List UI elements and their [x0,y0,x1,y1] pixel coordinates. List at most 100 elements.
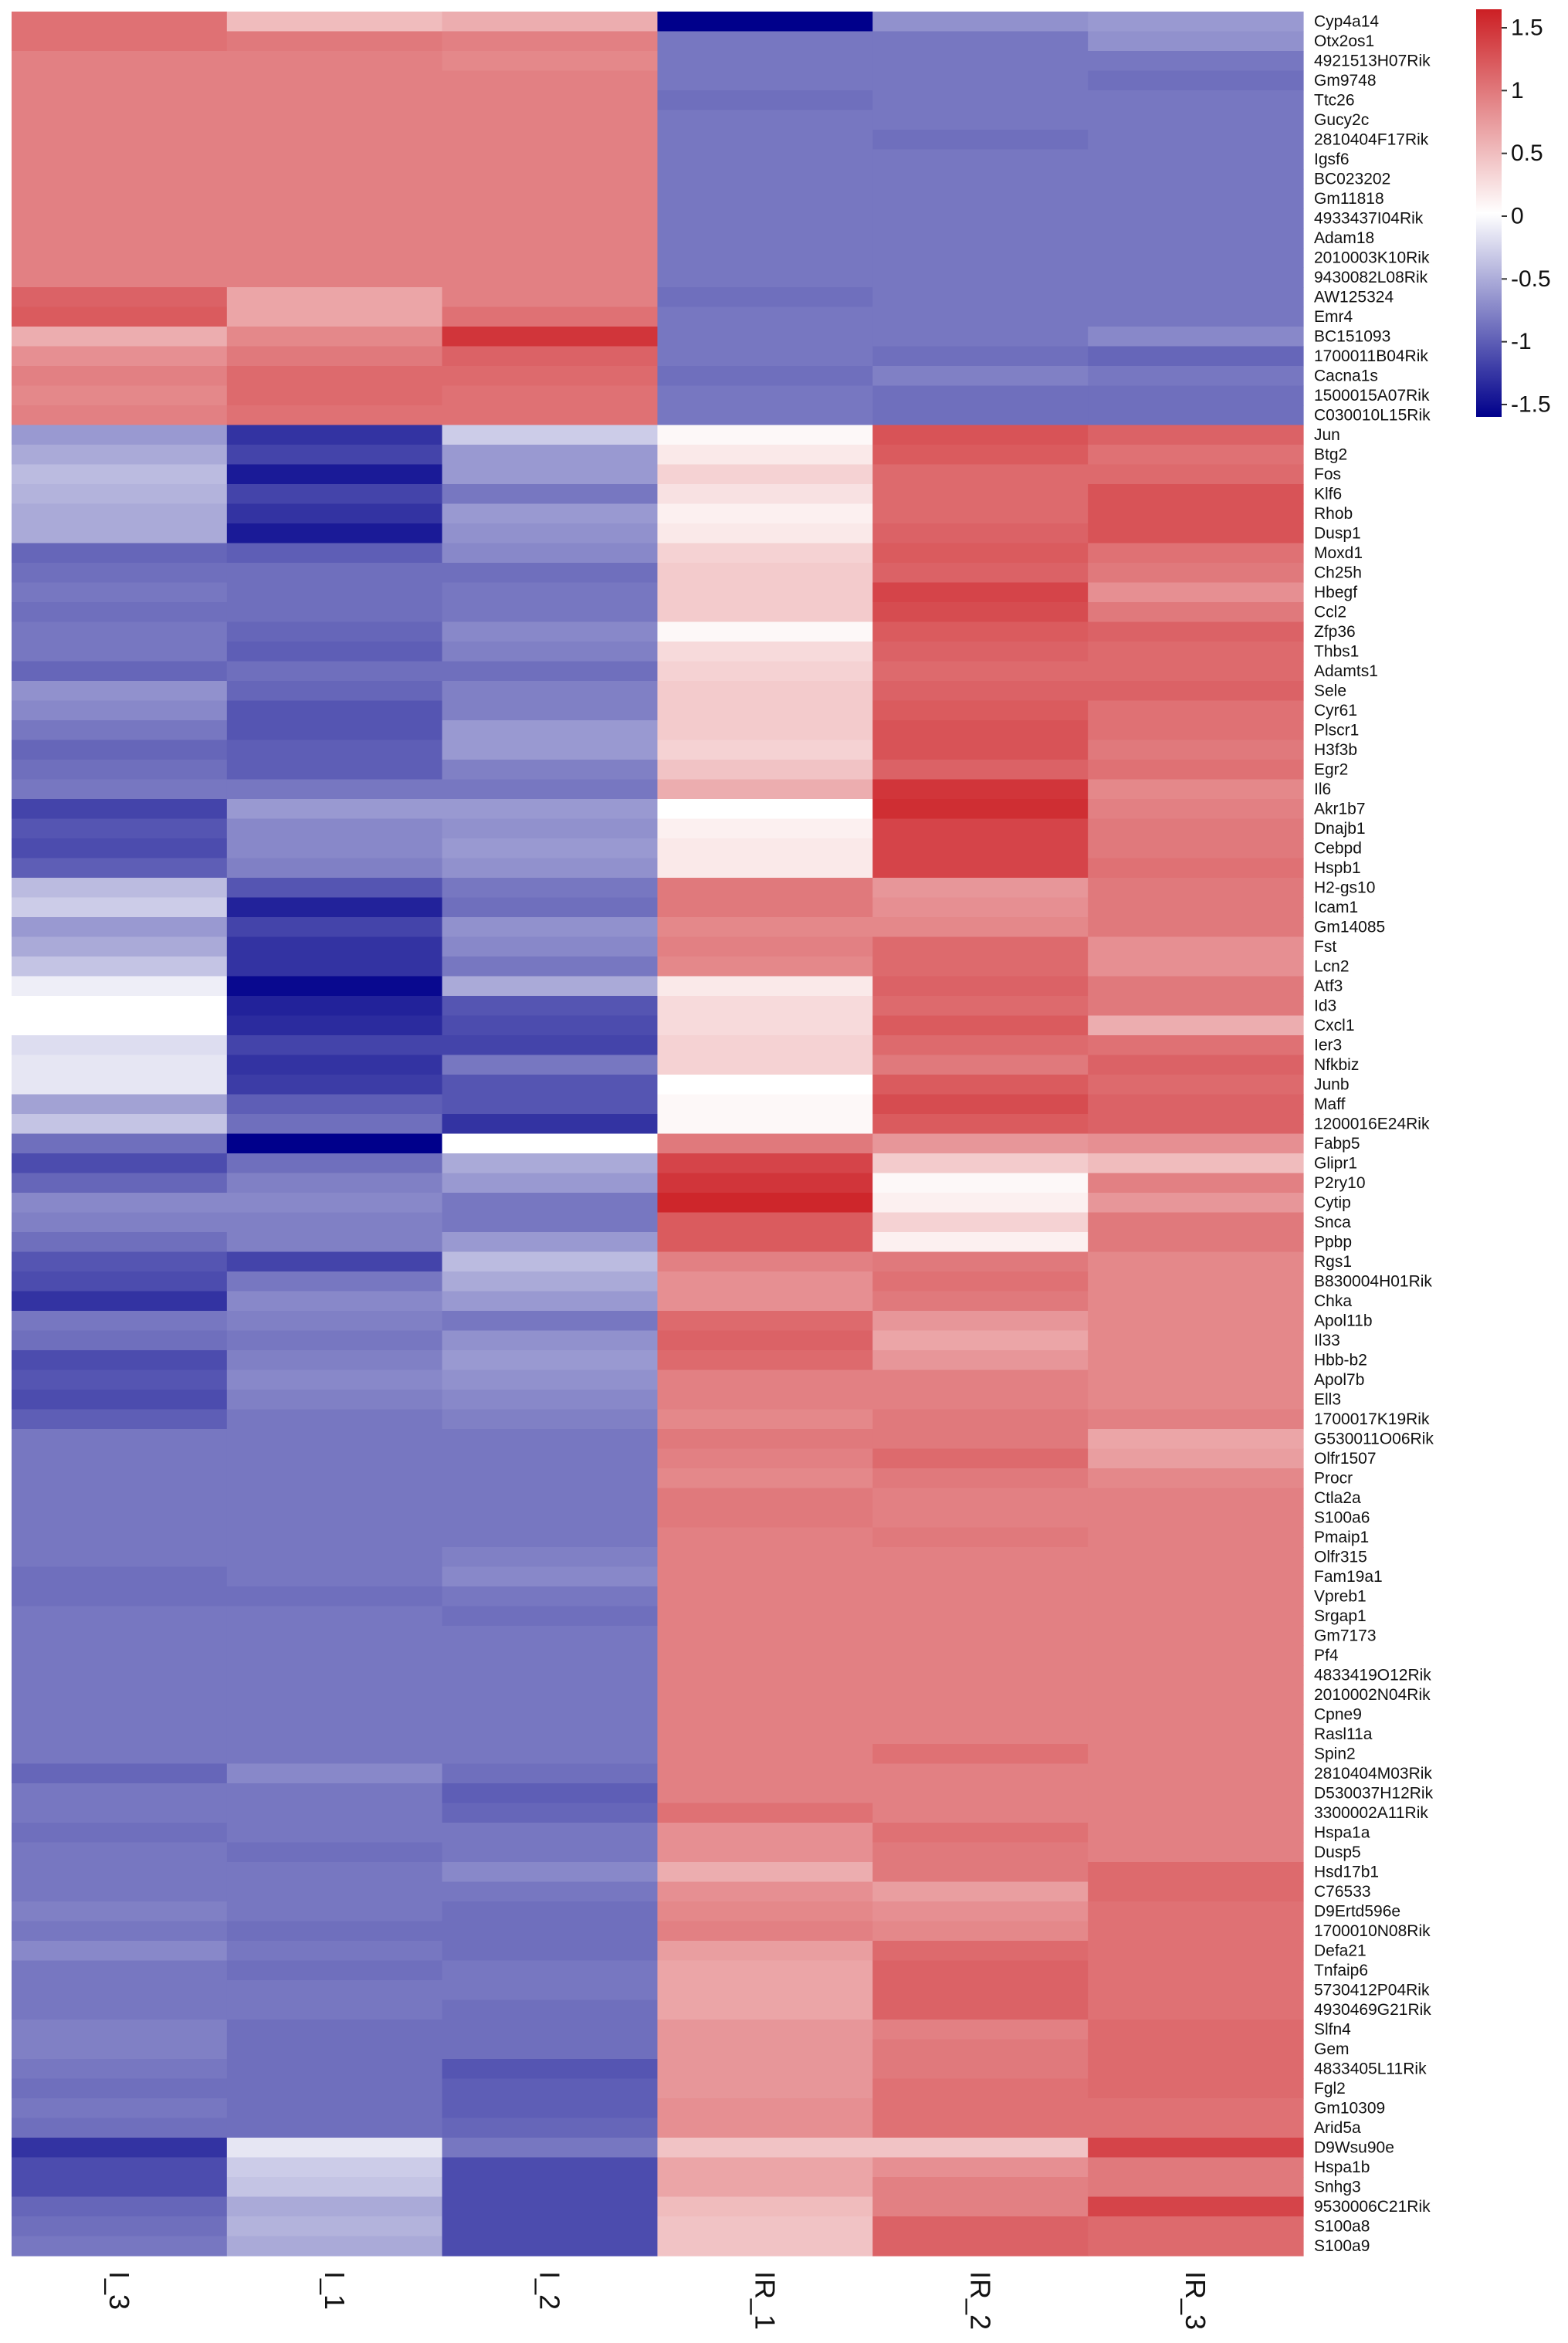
heatmap-cell [1088,1763,1304,1784]
heatmap-cell [657,1823,873,1844]
heatmap-cell [442,700,659,721]
heatmap-cell [226,149,443,170]
heatmap-cell [442,799,659,820]
heatmap-cell [12,1566,228,1587]
heatmap-cell [442,1941,659,1962]
heatmap-cell [1088,996,1304,1017]
heatmap-cell [872,1862,1089,1883]
heatmap-cell [442,1311,659,1332]
heatmap-cell [226,897,443,918]
row-label: Glipr1 [1314,1154,1357,1172]
heatmap-cell [442,1862,659,1883]
heatmap-cell [657,642,873,662]
heatmap-cell [1088,1606,1304,1627]
heatmap-cell [872,818,1089,839]
heatmap-cell [657,858,873,879]
heatmap-cell [12,1527,228,1548]
row-label: Fst [1314,938,1336,956]
row-label: Icam1 [1314,899,1358,916]
heatmap-cell [442,1645,659,1666]
heatmap-cell [12,1015,228,1036]
heatmap-cell [872,2177,1089,2198]
row-label: Ier3 [1314,1036,1342,1054]
heatmap-cell [1088,1586,1304,1607]
row-label: Otx2os1 [1314,32,1374,50]
heatmap-cell [12,1960,228,1981]
row-label: Vpreb1 [1314,1587,1366,1605]
heatmap-cell [442,169,659,190]
heatmap-cell [12,1645,228,1666]
heatmap-cell [12,188,228,209]
heatmap-cell [12,2196,228,2217]
row-label: 2010003K10Rik [1314,249,1430,266]
heatmap-cell [226,1468,443,1489]
heatmap-cell [12,149,228,170]
row-label: Il33 [1314,1332,1340,1349]
heatmap-cell [12,582,228,603]
heatmap-cell [872,2078,1089,2099]
heatmap-cell [226,1823,443,1844]
heatmap-cell [12,464,228,485]
heatmap-cell [226,1803,443,1823]
heatmap-cell [442,1763,659,1784]
heatmap-cell [657,700,873,721]
heatmap-cell [12,1429,228,1450]
heatmap-cell [442,681,659,702]
heatmap-cell [872,2157,1089,2178]
heatmap-cell [442,2020,659,2040]
heatmap-cell [226,681,443,702]
heatmap-cell [12,720,228,741]
heatmap-cell [12,858,228,879]
row-label: Moxd1 [1314,544,1363,562]
heatmap-cell [226,2118,443,2138]
heatmap-cell [442,996,659,1017]
heatmap-cell [872,1409,1089,1430]
heatmap-cell [657,484,873,505]
heatmap-cell [1088,1823,1304,1844]
heatmap-cell [657,1665,873,1686]
row-label: Plscr1 [1314,721,1359,739]
heatmap-cell [442,2236,659,2257]
heatmap-cell [442,621,659,642]
heatmap-cell [1088,1862,1304,1883]
heatmap-cell [657,2157,873,2178]
heatmap-cell [657,1881,873,1902]
heatmap-cell [872,1094,1089,1115]
heatmap-cell [1088,1075,1304,1095]
row-label: Igsf6 [1314,151,1350,168]
heatmap-cell [1088,2078,1304,2099]
heatmap-cell [442,642,659,662]
heatmap-cell [12,346,228,367]
heatmap-cell [657,1921,873,1942]
heatmap-cell [872,779,1089,800]
heatmap-cell [226,1075,443,1095]
heatmap-cell [872,346,1089,367]
heatmap-cell [872,1193,1089,1214]
heatmap-cell [442,1566,659,1587]
heatmap-cell [226,228,443,249]
heatmap-cell [226,1921,443,1942]
heatmap-cell [12,779,228,800]
heatmap-cell [226,582,443,603]
heatmap-cell [872,484,1089,505]
heatmap-cell [1088,1626,1304,1647]
row-label: 4933437I04Rik [1314,209,1424,227]
row-label: Tnfaip6 [1314,1962,1368,1979]
row-label: Fos [1314,466,1341,483]
row-label: Akr1b7 [1314,800,1366,818]
column-label: IR_1 [749,2271,781,2330]
heatmap-cell [1088,858,1304,879]
row-label: Rgs1 [1314,1253,1352,1271]
heatmap-cell [872,188,1089,209]
row-label: Btg2 [1314,445,1347,463]
heatmap-cell [1088,1015,1304,1036]
heatmap-cell [12,228,228,249]
heatmap-cell [442,503,659,524]
heatmap-cell [226,2216,443,2237]
heatmap-cell [657,327,873,347]
heatmap-cell [226,996,443,1017]
heatmap-cell [657,1586,873,1607]
row-label: S100a8 [1314,2217,1370,2235]
heatmap-cell [12,1842,228,1863]
row-label: Procr [1314,1469,1353,1487]
